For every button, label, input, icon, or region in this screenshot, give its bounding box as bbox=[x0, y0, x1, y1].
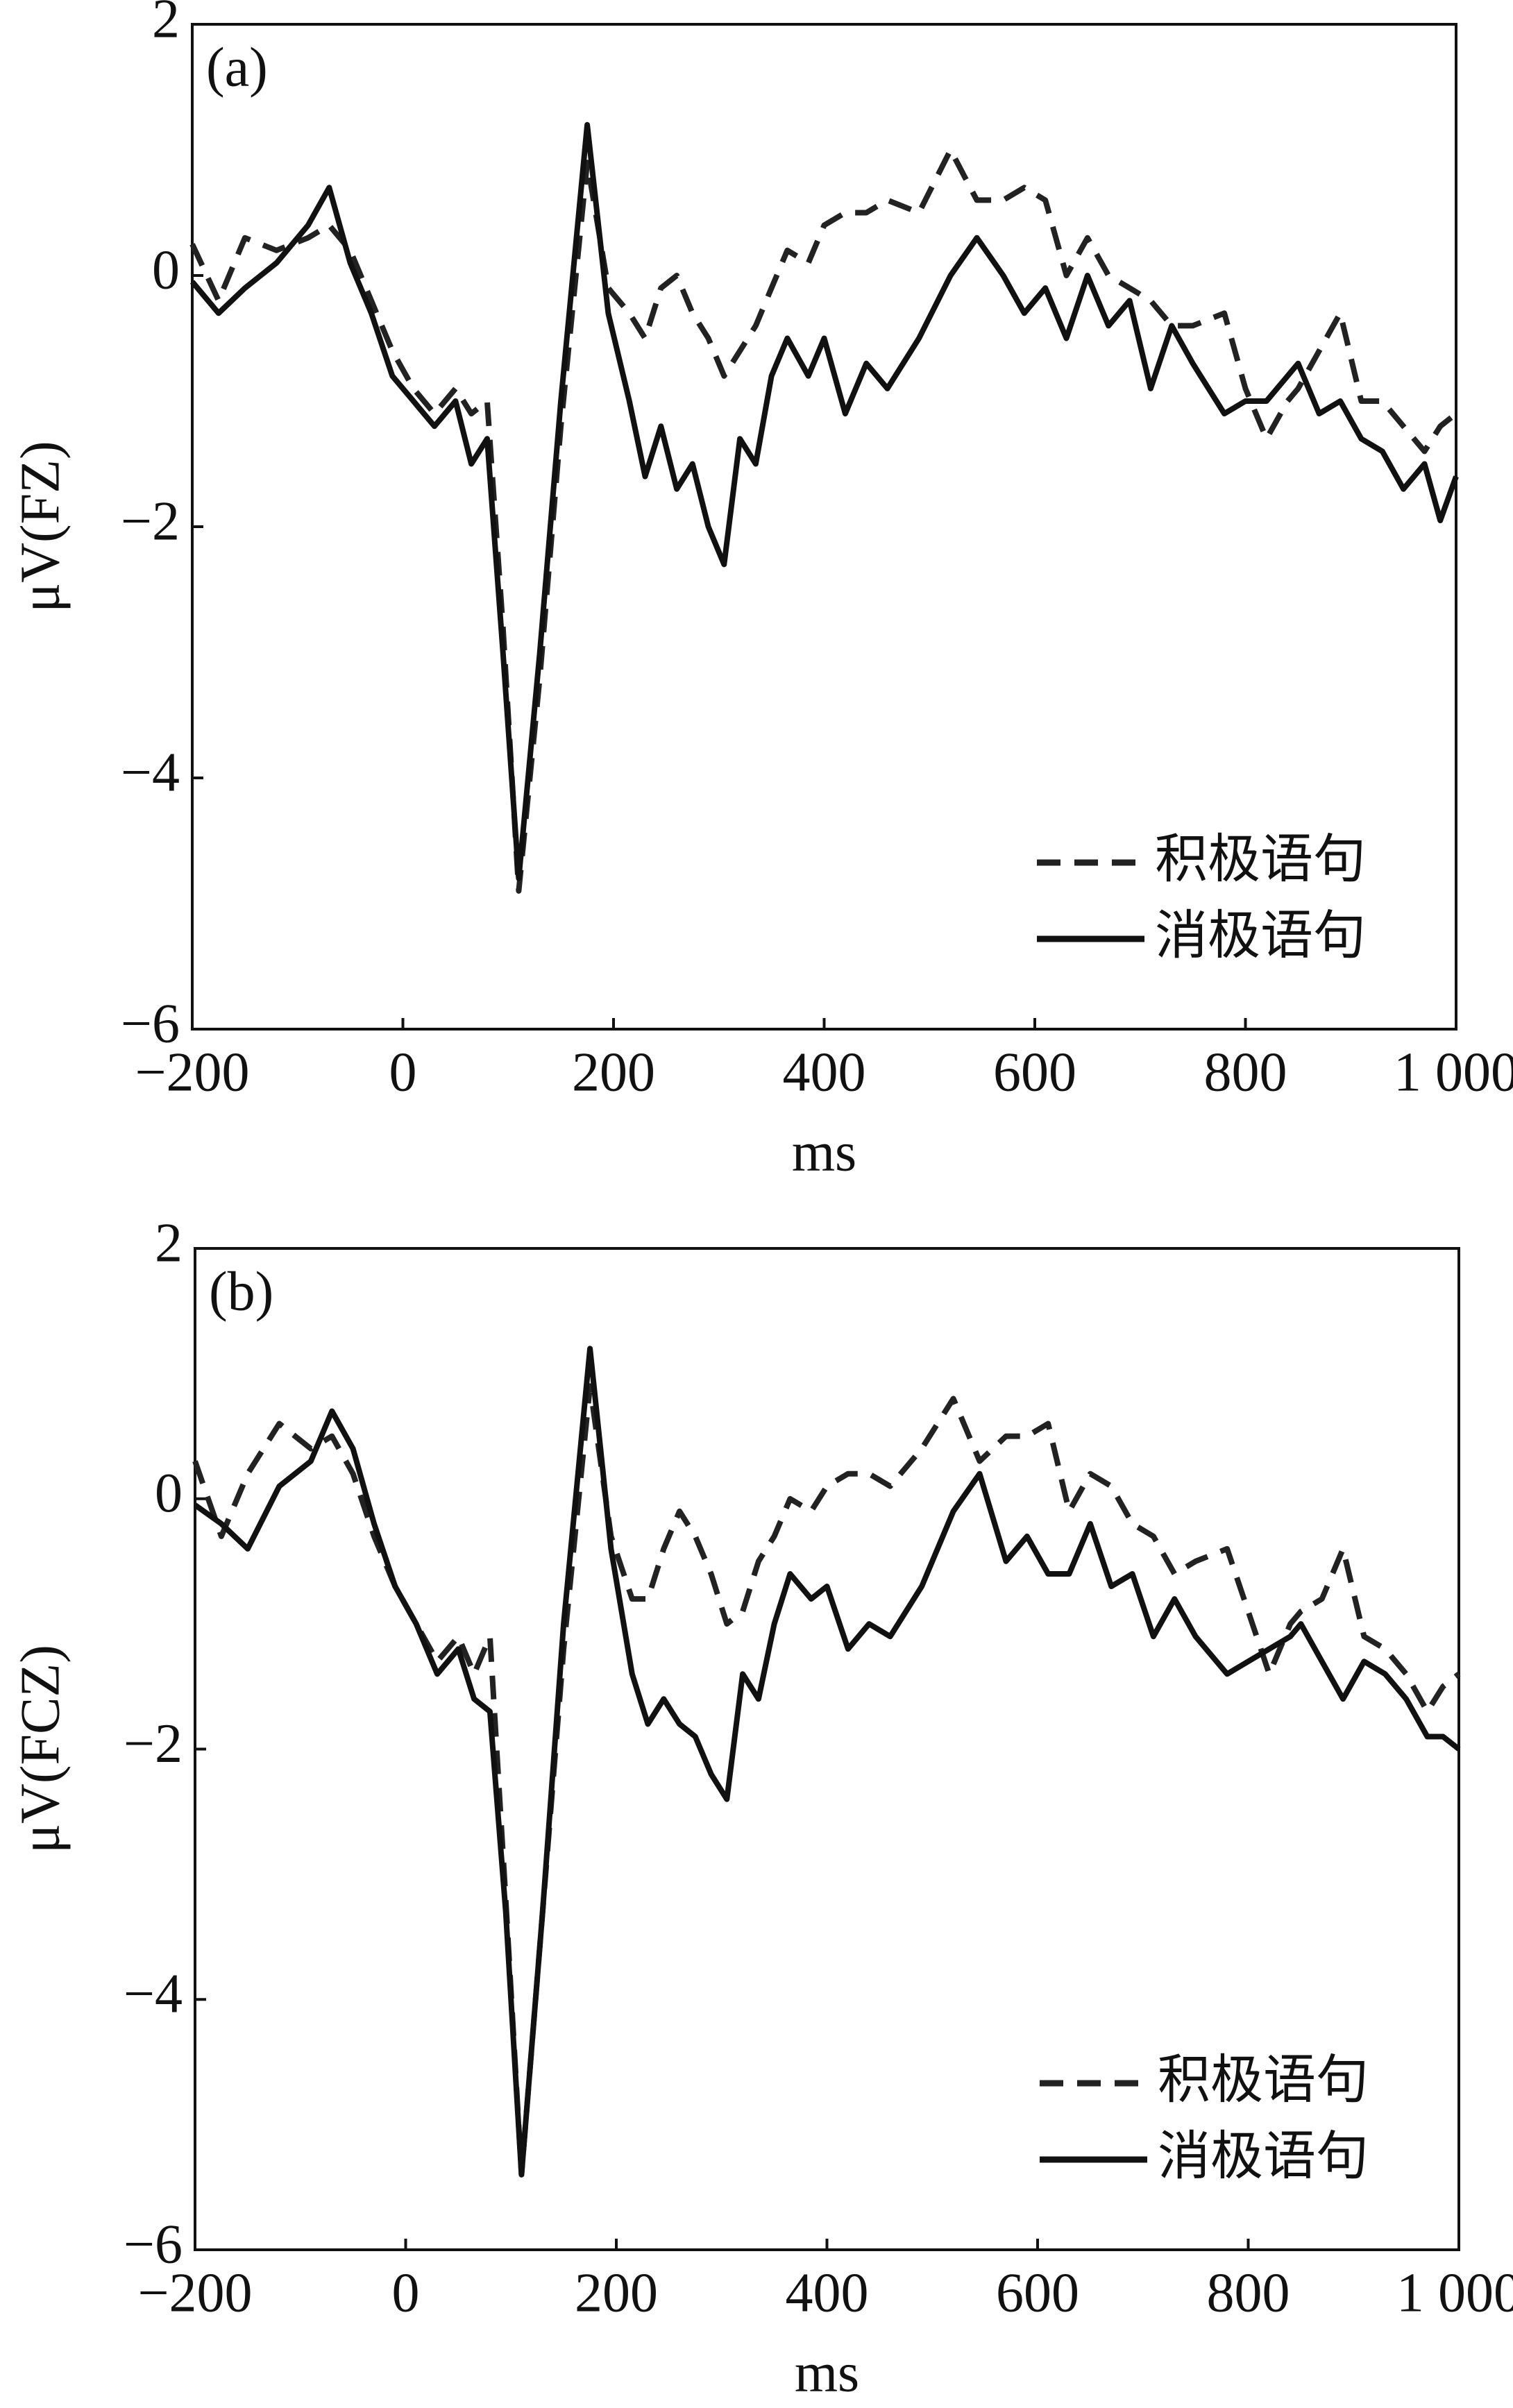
y-tick-label: −2 bbox=[121, 491, 180, 552]
y-tick-label: −4 bbox=[121, 742, 180, 803]
series-line bbox=[189, 147, 1458, 894]
y-tick-label: 0 bbox=[155, 1463, 183, 1524]
series-line bbox=[192, 1383, 1461, 2178]
y-tick-label: −6 bbox=[124, 2214, 183, 2275]
legend-label: 积极语句 bbox=[1155, 828, 1366, 890]
x-tick-label: 800 bbox=[1204, 1042, 1287, 1103]
series-line bbox=[189, 121, 1459, 881]
x-tick-label: 400 bbox=[786, 2262, 869, 2323]
panel-label: (b) bbox=[209, 1261, 273, 1322]
x-tick-label: 0 bbox=[389, 1042, 417, 1103]
x-tick-label: 600 bbox=[996, 2262, 1079, 2323]
x-tick-label: 400 bbox=[783, 1042, 866, 1103]
y-tick-label: 0 bbox=[152, 239, 180, 300]
y-tick-label: 2 bbox=[155, 1212, 183, 1273]
series-line bbox=[193, 1346, 1461, 2178]
y-tick-label: −6 bbox=[121, 993, 180, 1054]
y-axis-label: μV(FZ) bbox=[10, 441, 71, 612]
y-tick-label: −2 bbox=[124, 1713, 183, 1774]
legend-label: 消极语句 bbox=[1155, 904, 1366, 966]
legend-label: 消极语句 bbox=[1158, 2125, 1369, 2187]
y-tick-label: 2 bbox=[152, 0, 180, 49]
y-tick-label: −4 bbox=[124, 1964, 183, 2025]
x-tick-label: 200 bbox=[572, 1042, 655, 1103]
panel-label: (a) bbox=[206, 37, 268, 98]
x-axis-label: ms bbox=[792, 1121, 856, 1182]
y-axis-label: μV(FCZ) bbox=[10, 1645, 71, 1854]
x-tick-label: 800 bbox=[1207, 2262, 1290, 2323]
x-tick-label: 1 000 bbox=[1396, 2262, 1513, 2323]
x-tick-label: −200 bbox=[135, 1042, 249, 1103]
x-tick-label: −200 bbox=[137, 2262, 252, 2323]
x-tick-label: 0 bbox=[392, 2262, 420, 2323]
x-tick-label: 200 bbox=[575, 2262, 658, 2323]
legend-label: 积极语句 bbox=[1158, 2049, 1369, 2110]
x-axis-label: ms bbox=[795, 2342, 859, 2403]
x-tick-label: 1 000 bbox=[1394, 1042, 1513, 1103]
x-tick-label: 600 bbox=[993, 1042, 1076, 1103]
